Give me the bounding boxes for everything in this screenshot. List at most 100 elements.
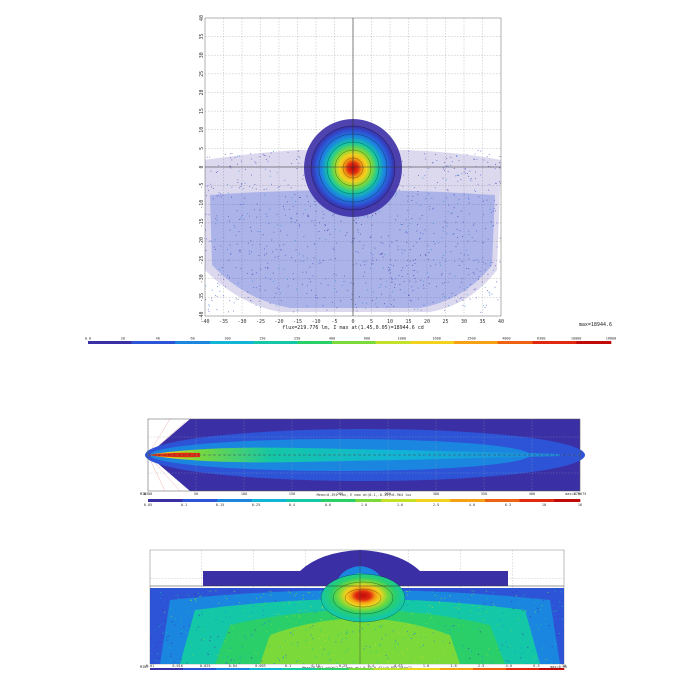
speckle-dot bbox=[257, 231, 259, 232]
speckle-dot bbox=[239, 251, 241, 253]
speckle-dot bbox=[291, 257, 293, 259]
speckle-dot bbox=[266, 216, 268, 218]
scale-segment bbox=[431, 668, 441, 670]
speckle-dot bbox=[237, 179, 239, 181]
speckle-dot bbox=[334, 630, 336, 632]
x-tick-label: -30 bbox=[237, 319, 246, 325]
speckle-dot bbox=[284, 629, 286, 631]
speckle-dot bbox=[541, 605, 543, 607]
speckle-dot bbox=[324, 636, 326, 638]
speckle-dot bbox=[363, 260, 365, 262]
speckle-dot bbox=[490, 221, 492, 223]
scale-segment bbox=[497, 668, 507, 670]
speckle-dot bbox=[285, 657, 287, 659]
speckle-dot bbox=[327, 284, 329, 286]
speckle-dot bbox=[430, 249, 432, 251]
speckle-dot bbox=[455, 246, 457, 248]
speckle-dot bbox=[453, 207, 455, 209]
scale-tick-label: 4.0 bbox=[469, 503, 475, 507]
speckle-dot bbox=[195, 600, 197, 602]
speckle-dot bbox=[450, 251, 452, 253]
speckle-dot bbox=[542, 635, 544, 637]
scale-tick-label: 0.025 bbox=[200, 664, 211, 668]
speckle-dot bbox=[315, 204, 317, 206]
plot-area bbox=[149, 549, 565, 665]
speckle-dot bbox=[255, 162, 257, 164]
speckle-dot bbox=[244, 595, 246, 597]
speckle-dot bbox=[192, 654, 194, 656]
scale-tick-label: 16 bbox=[578, 503, 582, 507]
speckle-dot bbox=[442, 282, 444, 284]
speckle-dot bbox=[322, 620, 324, 622]
speckle-dot bbox=[319, 597, 321, 599]
speckle-dot bbox=[381, 293, 382, 295]
speckle-dot bbox=[233, 225, 235, 226]
speckle-dot bbox=[412, 270, 414, 271]
scale-segment bbox=[398, 668, 407, 670]
speckle-dot bbox=[374, 628, 376, 630]
speckle-dot bbox=[346, 232, 348, 234]
speckle-dot bbox=[454, 275, 456, 277]
speckle-dot bbox=[430, 616, 432, 618]
speckle-dot bbox=[456, 301, 458, 303]
speckle-dot bbox=[275, 292, 277, 294]
speckle-dot bbox=[489, 294, 491, 296]
speckle-dot bbox=[493, 269, 494, 271]
scale-segment bbox=[140, 341, 150, 344]
speckle-dot bbox=[215, 294, 216, 296]
speckle-dot bbox=[266, 624, 268, 626]
speckle-dot bbox=[478, 275, 480, 277]
speckle-dot bbox=[185, 636, 187, 638]
speckle-dot bbox=[259, 289, 261, 291]
speckle-dot bbox=[263, 189, 265, 191]
scale-segment bbox=[207, 668, 217, 670]
scale-segment bbox=[241, 668, 250, 670]
speckle-dot bbox=[328, 652, 330, 654]
y-tick-label: -35 bbox=[199, 293, 205, 302]
speckle-dot bbox=[231, 624, 233, 626]
speckle-dot bbox=[392, 291, 394, 293]
speckle-dot bbox=[512, 608, 514, 610]
speckle-dot bbox=[380, 252, 382, 254]
speckle-dot bbox=[413, 259, 415, 261]
scale-segment bbox=[338, 499, 348, 502]
y-tick-label: 35 bbox=[199, 34, 205, 40]
speckle-dot bbox=[268, 222, 270, 224]
y-tick-label: -40 bbox=[199, 311, 205, 320]
speckle-dot bbox=[153, 591, 155, 593]
speckle-dot bbox=[472, 605, 474, 607]
speckle-dot bbox=[293, 278, 294, 280]
speckle-dot bbox=[447, 190, 449, 192]
scale-segment bbox=[445, 341, 455, 344]
x-tick-labels: 0.00 50 100 150 200 250 300 350 400 470.75 bbox=[144, 492, 587, 496]
speckle-dot bbox=[379, 644, 381, 646]
speckle-dot bbox=[225, 663, 227, 664]
speckle-dot bbox=[298, 602, 300, 604]
speckle-dot bbox=[460, 618, 462, 620]
speckle-dot bbox=[228, 311, 229, 313]
scale-segment bbox=[297, 341, 307, 344]
speckle-dot bbox=[369, 658, 371, 660]
speckle-dot bbox=[215, 619, 217, 621]
speckle-dot bbox=[161, 594, 163, 596]
speckle-dot bbox=[486, 603, 488, 605]
speckle-dot bbox=[456, 174, 458, 176]
speckle-dot bbox=[469, 234, 470, 235]
speckle-dot bbox=[517, 618, 519, 620]
speckle-dot bbox=[365, 307, 366, 309]
x-tick-label: 25 bbox=[442, 319, 448, 325]
speckle-dot bbox=[318, 645, 320, 647]
speckle-dot bbox=[156, 659, 158, 661]
speckle-dot bbox=[470, 178, 472, 179]
speckle-dot bbox=[213, 625, 215, 627]
speckle-dot bbox=[320, 590, 322, 592]
speckle-dot bbox=[334, 615, 336, 617]
speckle-dot bbox=[444, 296, 446, 297]
speckle-dot bbox=[342, 625, 344, 627]
speckle-dot bbox=[345, 637, 347, 639]
speckle-dot bbox=[496, 246, 498, 248]
speckle-dot bbox=[190, 599, 192, 601]
speckle-dot bbox=[226, 597, 228, 599]
speckle-dot bbox=[252, 605, 254, 607]
scale-tick-label: 10 bbox=[562, 664, 566, 668]
